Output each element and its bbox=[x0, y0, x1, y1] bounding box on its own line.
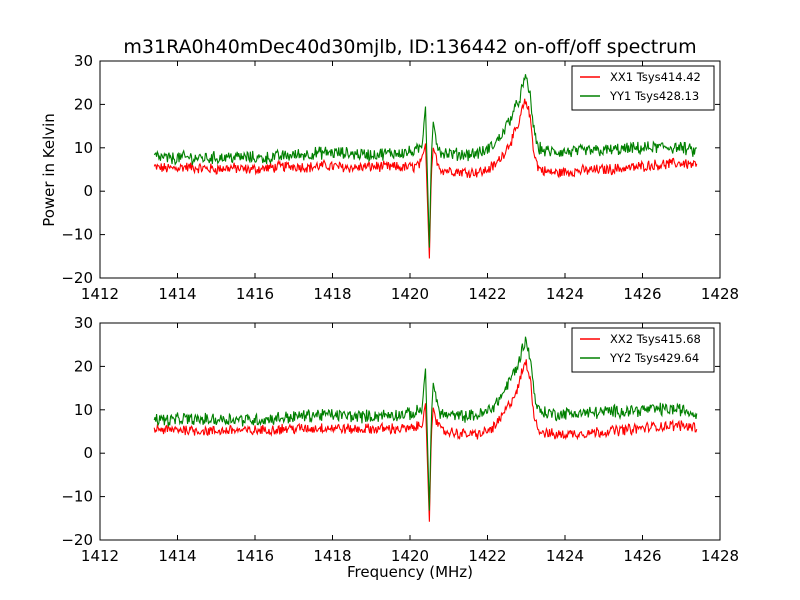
x-tick-label: 1416 bbox=[236, 285, 274, 303]
y-tick-label: 10 bbox=[74, 139, 93, 157]
x-tick-label: 1418 bbox=[313, 285, 351, 303]
x-tick-label: 1424 bbox=[546, 285, 584, 303]
x-tick-label: 1412 bbox=[81, 547, 119, 565]
x-tick-label: 1418 bbox=[313, 547, 351, 565]
x-tick-label: 1420 bbox=[391, 285, 429, 303]
series-line-yy1 bbox=[153, 74, 698, 248]
legend-label-xx2: XX2 Tsys415.68 bbox=[610, 332, 701, 346]
y-tick-label: 0 bbox=[83, 182, 93, 200]
y-tick-label: −20 bbox=[61, 269, 93, 287]
y-tick-label: 20 bbox=[74, 95, 93, 113]
x-tick-label: 1416 bbox=[236, 547, 274, 565]
legend-box bbox=[571, 327, 715, 373]
x-tick-label: 1426 bbox=[623, 547, 661, 565]
y-tick-label: 0 bbox=[83, 444, 93, 462]
top-spectrum-panel: 1412 1414 1416 1418 1420 1422 1424 1426 1428 −20 −… bbox=[61, 52, 739, 303]
y-tick-label: −20 bbox=[61, 531, 93, 549]
x-tick-label: 1414 bbox=[158, 547, 196, 565]
x-tick-label: 1412 bbox=[81, 285, 119, 303]
series-line-xx1 bbox=[153, 98, 698, 259]
legend-label-xx1: XX1 Tsys414.42 bbox=[610, 70, 701, 84]
y-tick-label: 10 bbox=[74, 401, 93, 419]
x-tick-label: 1422 bbox=[468, 547, 506, 565]
legend-label-yy1: YY1 Tsys428.13 bbox=[609, 89, 699, 103]
bottom-spectrum-panel: 1412 1414 1416 1418 1420 1422 1424 1426 1428 −20 −… bbox=[61, 314, 739, 565]
y-axis-label: Power in Kelvin bbox=[40, 113, 58, 227]
y-tick-label: −10 bbox=[61, 488, 93, 506]
x-tick-label: 1420 bbox=[391, 547, 429, 565]
series-line-xx2 bbox=[153, 359, 698, 522]
series-line-yy2 bbox=[153, 336, 698, 511]
x-tick-label: 1428 bbox=[701, 547, 739, 565]
x-tick-label: 1426 bbox=[623, 285, 661, 303]
x-tick-label: 1428 bbox=[701, 285, 739, 303]
legend-label-yy2: YY2 Tsys429.64 bbox=[609, 351, 699, 365]
x-tick-label: 1414 bbox=[158, 285, 196, 303]
legend-box bbox=[571, 65, 715, 111]
x-axis-label: Frequency (MHz) bbox=[347, 563, 473, 581]
y-tick-label: 30 bbox=[74, 52, 93, 70]
y-tick-label: 30 bbox=[74, 314, 93, 332]
figure-title: m31RA0h40mDec40d30mjlb, ID:136442 on-off… bbox=[123, 36, 696, 58]
x-tick-label: 1422 bbox=[468, 285, 506, 303]
y-tick-label: 20 bbox=[74, 357, 93, 375]
x-tick-label: 1424 bbox=[546, 547, 584, 565]
y-tick-label: −10 bbox=[61, 226, 93, 244]
